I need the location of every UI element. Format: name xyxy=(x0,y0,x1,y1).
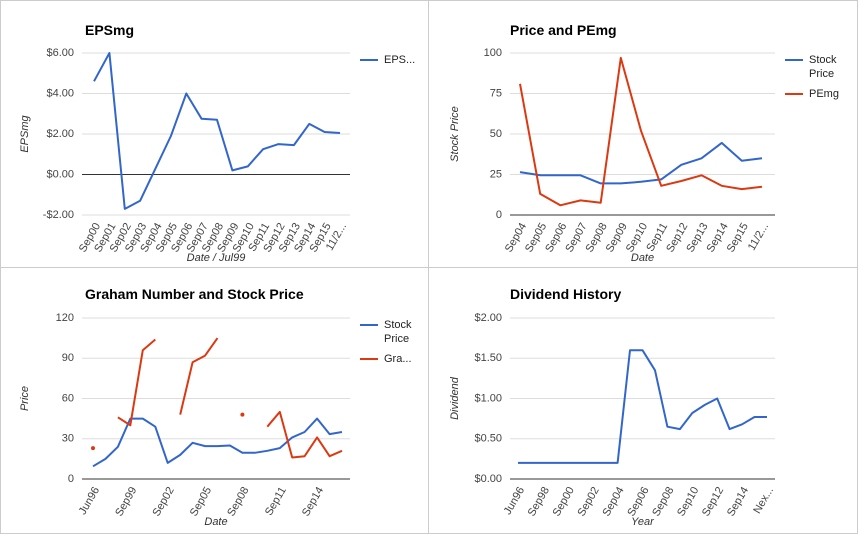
data-point xyxy=(240,412,245,417)
x-tick-label: Sep10 xyxy=(675,485,701,519)
y-tick-label: 0 xyxy=(68,473,74,485)
series-line xyxy=(179,337,219,415)
x-tick-label: Sep08 xyxy=(650,485,676,519)
x-axis-title: Year xyxy=(631,516,655,528)
x-tick-label: Sep14 xyxy=(300,485,326,519)
y-axis-title: Dividend xyxy=(449,376,461,420)
x-tick-label: Sep00 xyxy=(551,485,577,519)
x-tick-label: Sep99 xyxy=(113,485,139,519)
legend-label: Stock Price xyxy=(384,319,412,345)
series-line xyxy=(93,52,341,210)
series-line xyxy=(519,56,763,207)
y-tick-label: 50 xyxy=(490,128,502,140)
y-tick-label: 120 xyxy=(56,312,74,324)
y-tick-label: 60 xyxy=(62,392,74,404)
y-axis-title: EPSmg xyxy=(19,114,31,152)
y-tick-label: $0.00 xyxy=(474,473,502,485)
chart-title: Price and PEmg xyxy=(510,22,617,38)
y-tick-label: $6.00 xyxy=(46,47,74,59)
x-tick-label: Sep02 xyxy=(576,485,602,519)
x-tick-label: Sep11 xyxy=(263,485,289,518)
chart-title: Graham Number and Stock Price xyxy=(85,286,304,302)
legend-label: Stock Price xyxy=(809,54,837,80)
y-tick-label: 90 xyxy=(62,352,74,364)
x-tick-label: Nex... xyxy=(751,485,776,516)
x-tick-label: Sep98 xyxy=(526,485,552,519)
x-tick-label: Sep12 xyxy=(700,485,726,519)
y-tick-label: $2.00 xyxy=(46,128,74,140)
x-tick-label: Sep06 xyxy=(625,485,651,519)
x-axis-title: Date xyxy=(204,516,227,528)
x-axis-title: Date xyxy=(631,252,654,264)
y-axis-title: Stock Price xyxy=(449,106,461,162)
data-point xyxy=(91,446,95,451)
y-tick-label: $0.50 xyxy=(474,433,502,445)
x-tick-label: Jun96 xyxy=(502,485,527,517)
series-line xyxy=(518,349,767,464)
y-tick-label: $1.50 xyxy=(474,352,502,364)
legend-label: Gra... xyxy=(384,353,412,365)
x-tick-label: Jun96 xyxy=(77,485,102,517)
series-line xyxy=(519,141,763,185)
chart-title: EPSmg xyxy=(85,22,134,38)
series-line xyxy=(266,410,343,459)
y-tick-label: 25 xyxy=(490,168,502,180)
legend-label: EPS... xyxy=(384,54,416,66)
y-tick-label: $0.00 xyxy=(46,168,74,180)
x-tick-label: Sep04 xyxy=(600,485,626,519)
y-tick-label: -$2.00 xyxy=(43,209,74,221)
x-axis-title: Date / Jul99 xyxy=(187,252,246,264)
x-tick-label: Sep05 xyxy=(188,485,214,519)
y-tick-label: $2.00 xyxy=(474,312,502,324)
y-tick-label: 75 xyxy=(490,87,502,99)
y-tick-label: $1.00 xyxy=(474,392,502,404)
x-tick-label: 11/2... xyxy=(746,221,771,253)
series-line xyxy=(92,417,343,468)
chart-title: Dividend History xyxy=(510,286,621,302)
x-tick-label: Sep02 xyxy=(151,485,177,519)
y-tick-label: 100 xyxy=(484,47,502,59)
y-tick-label: $4.00 xyxy=(46,87,74,99)
y-tick-label: 0 xyxy=(496,209,502,221)
x-tick-label: Sep14 xyxy=(725,485,751,519)
x-tick-label: Sep08 xyxy=(225,485,251,519)
series-line xyxy=(117,338,156,427)
y-tick-label: 30 xyxy=(62,433,74,445)
y-axis-title: Price xyxy=(19,386,31,411)
legend-label: PEmg xyxy=(809,88,839,100)
